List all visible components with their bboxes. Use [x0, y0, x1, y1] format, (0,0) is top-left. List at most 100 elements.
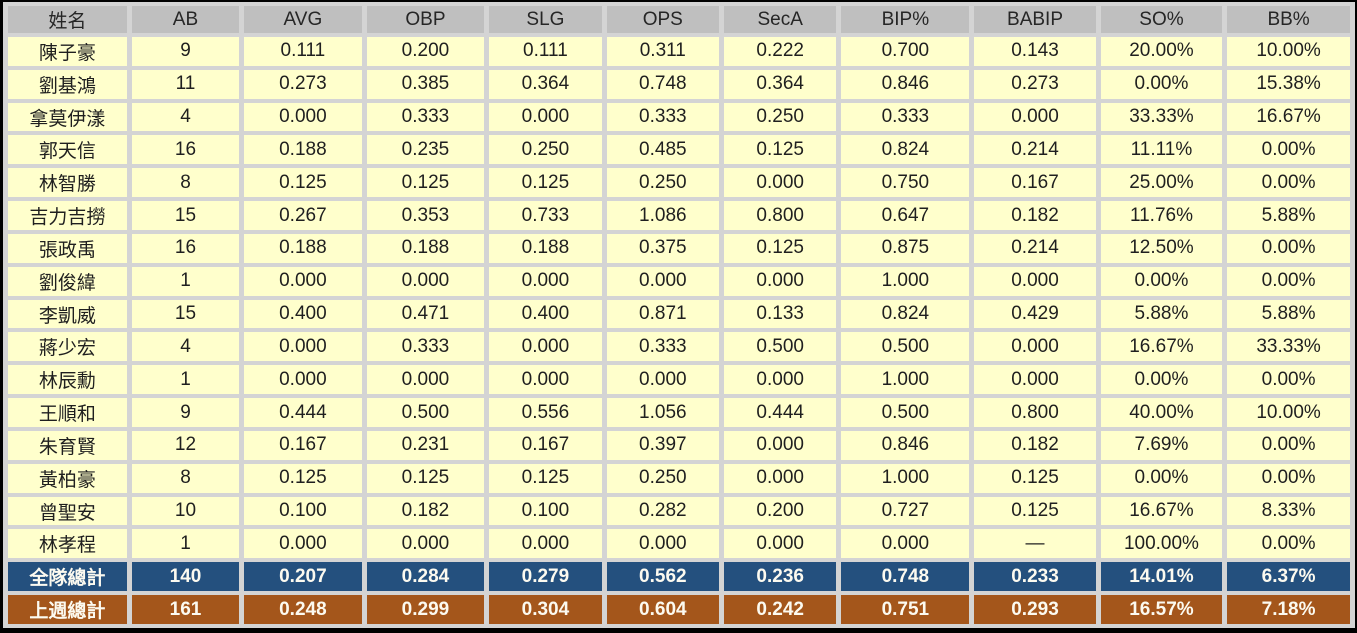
stat-cell-avg: 0.000	[244, 529, 362, 559]
player-name-cell: 李凱威	[8, 299, 127, 329]
column-header-ab: AB	[131, 6, 240, 33]
stat-cell-ab: 12	[131, 430, 240, 460]
stat-cell-avg: 0.125	[244, 463, 362, 493]
stat-cell-slg: 0.000	[489, 266, 602, 296]
stat-cell-ops: 0.397	[606, 430, 719, 460]
stat-cell-babip: 0.143	[974, 37, 1096, 66]
stat-cell-seca: 0.222	[724, 37, 837, 66]
stat-cell-so: 20.00%	[1100, 37, 1223, 66]
player-name-cell: 林孝程	[8, 529, 127, 559]
stat-cell-ops: 0.333	[606, 102, 719, 132]
stat-cell-ab: 4	[131, 332, 240, 362]
stat-cell-ab: 15	[131, 201, 240, 230]
team-total-cell-so: 14.01%	[1100, 562, 1223, 592]
stat-cell-seca: 0.000	[724, 430, 837, 460]
stat-cell-so: 40.00%	[1100, 398, 1223, 427]
stat-cell-bip: 0.875	[841, 233, 970, 263]
stat-cell-obp: 0.188	[366, 233, 485, 263]
stat-cell-bip: 0.500	[841, 332, 970, 362]
stat-cell-ops: 0.000	[606, 529, 719, 559]
stat-cell-avg: 0.444	[244, 398, 362, 427]
stat-cell-slg: 0.250	[489, 135, 602, 165]
stat-cell-obp: 0.385	[366, 69, 485, 99]
stat-cell-obp: 0.231	[366, 430, 485, 460]
stat-cell-bb: 0.00%	[1227, 168, 1350, 198]
player-name-cell: 張政禹	[8, 233, 127, 263]
stat-cell-so: 12.50%	[1100, 233, 1223, 263]
stat-cell-slg: 0.125	[489, 463, 602, 493]
stat-cell-ops: 0.250	[606, 463, 719, 493]
stat-cell-ops: 0.000	[606, 365, 719, 395]
stat-cell-seca: 0.800	[724, 201, 837, 230]
column-header-avg: AVG	[244, 6, 362, 33]
column-header-姓名: 姓名	[8, 6, 127, 33]
stat-cell-babip: 0.214	[974, 135, 1096, 165]
stat-cell-slg: 0.125	[489, 168, 602, 198]
stat-cell-babip: 0.125	[974, 496, 1096, 526]
stat-cell-bb: 16.67%	[1227, 102, 1350, 132]
stat-cell-babip: 0.000	[974, 332, 1096, 362]
player-name-cell: 王順和	[8, 398, 127, 427]
stat-cell-so: 0.00%	[1100, 463, 1223, 493]
last-week-total-cell-bb: 7.18%	[1227, 595, 1350, 624]
last-week-total-cell-avg: 0.248	[244, 595, 362, 624]
stat-cell-ab: 4	[131, 102, 240, 132]
team-total-cell-ab: 140	[131, 562, 240, 592]
stat-cell-ab: 16	[131, 233, 240, 263]
stat-cell-avg: 0.267	[244, 201, 362, 230]
stat-cell-bip: 0.846	[841, 430, 970, 460]
last-week-total-cell-ops: 0.604	[606, 595, 719, 624]
stat-cell-bb: 8.33%	[1227, 496, 1350, 526]
last-week-total-cell-so: 16.57%	[1100, 595, 1223, 624]
stat-cell-avg: 0.000	[244, 266, 362, 296]
stat-cell-seca: 0.250	[724, 102, 837, 132]
column-header-so: SO%	[1100, 6, 1223, 33]
player-name-cell: 拿莫伊漾	[8, 102, 127, 132]
player-name-cell: 林智勝	[8, 168, 127, 198]
stat-cell-ops: 0.748	[606, 69, 719, 99]
stat-cell-bip: 1.000	[841, 365, 970, 395]
stat-cell-slg: 0.111	[489, 37, 602, 66]
stat-cell-ab: 16	[131, 135, 240, 165]
player-row: 黃柏豪 8 0.125 0.125 0.125 0.250 0.000 1.000 0.125 0…	[8, 463, 1350, 493]
stat-cell-slg: 0.556	[489, 398, 602, 427]
team-total-cell-ops: 0.562	[606, 562, 719, 592]
stat-cell-ops: 0.485	[606, 135, 719, 165]
player-row: 劉俊緯 1 0.000 0.000 0.000 0.000 0.000 1.000 0.000 0…	[8, 266, 1350, 296]
player-name-cell: 朱育賢	[8, 430, 127, 460]
stat-cell-obp: 0.000	[366, 529, 485, 559]
stat-cell-bip: 0.333	[841, 102, 970, 132]
stat-cell-bb: 0.00%	[1227, 430, 1350, 460]
last-week-total-row: 上週總計 161 0.248 0.299 0.304 0.604 0.242 0.751 0.2…	[8, 595, 1350, 624]
stat-cell-avg: 0.188	[244, 135, 362, 165]
team-total-cell-bb: 6.37%	[1227, 562, 1350, 592]
stat-cell-slg: 0.000	[489, 332, 602, 362]
stat-cell-obp: 0.333	[366, 102, 485, 132]
stat-cell-bb: 33.33%	[1227, 332, 1350, 362]
player-row: 朱育賢 12 0.167 0.231 0.167 0.397 0.000 0.846 0.182…	[8, 430, 1350, 460]
stat-cell-avg: 0.400	[244, 299, 362, 329]
stat-cell-so: 0.00%	[1100, 365, 1223, 395]
stat-cell-bip: 0.824	[841, 299, 970, 329]
stat-cell-bb: 0.00%	[1227, 463, 1350, 493]
stat-cell-slg: 0.188	[489, 233, 602, 263]
team-total-cell-obp: 0.284	[366, 562, 485, 592]
column-header-slg: SLG	[489, 6, 602, 33]
stat-cell-so: 11.76%	[1100, 201, 1223, 230]
last-week-total-cell-slg: 0.304	[489, 595, 602, 624]
header-row: 姓名 AB AVG OBP SLG OPS SecA BIP% BABIP SO% BB%	[8, 6, 1350, 33]
stat-cell-bb: 15.38%	[1227, 69, 1350, 99]
player-row: 曾聖安 10 0.100 0.182 0.100 0.282 0.200 0.727 0.125…	[8, 496, 1350, 526]
stat-cell-ops: 0.282	[606, 496, 719, 526]
player-row: 拿莫伊漾 4 0.000 0.333 0.000 0.333 0.250 0.333 0.000…	[8, 102, 1350, 132]
stat-cell-babip: 0.000	[974, 365, 1096, 395]
stat-cell-ops: 0.311	[606, 37, 719, 66]
stat-cell-slg: 0.364	[489, 69, 602, 99]
player-row: 林孝程 1 0.000 0.000 0.000 0.000 0.000 0.000—100.0…	[8, 529, 1350, 559]
stat-cell-seca: 0.444	[724, 398, 837, 427]
player-row: 林辰勳 1 0.000 0.000 0.000 0.000 0.000 1.000 0.000 0…	[8, 365, 1350, 395]
stat-cell-seca: 0.000	[724, 463, 837, 493]
stat-cell-obp: 0.235	[366, 135, 485, 165]
stat-cell-avg: 0.000	[244, 332, 362, 362]
stat-cell-avg: 0.100	[244, 496, 362, 526]
